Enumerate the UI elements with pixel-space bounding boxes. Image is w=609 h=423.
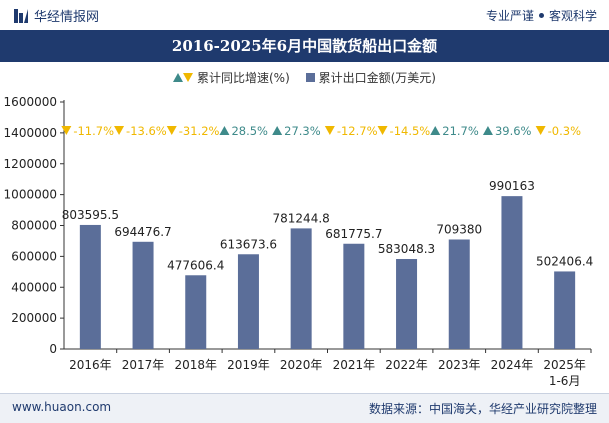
triangle-down-icon [183, 73, 193, 82]
top-bar: 华经情报网 专业严谨 客观科学 [0, 0, 609, 30]
bar-5 [343, 243, 365, 349]
growth-marker-8 [482, 126, 493, 135]
footer: www.huaon.com 数据来源：中国海关，华经产业研究院整理 [0, 393, 609, 423]
growth-label-2: -31.2% [179, 124, 220, 138]
growth-label-1: -13.6% [126, 124, 167, 138]
bar-value-label-1: 694476.7 [114, 225, 171, 239]
growth-marker-5 [324, 126, 335, 135]
bar-value-label-9: 502406.4 [536, 254, 593, 268]
chart-title: 2016-2025年6月中国散货船出口金额 [171, 37, 438, 55]
y-tick-label: 400000 [11, 280, 57, 294]
x-tick-label-3: 2019年 [227, 358, 270, 372]
bar-9 [554, 271, 576, 349]
tagline-1: 专业严谨 [485, 9, 534, 23]
y-tick-label: 1000000 [4, 188, 57, 202]
bar-value-label-2: 477606.4 [167, 258, 224, 272]
tagline: 专业严谨 客观科学 [486, 7, 597, 24]
y-tick-label: 1200000 [4, 157, 57, 171]
brand-logo-icon [14, 9, 28, 23]
x-tick-label-9: 1-6月 [549, 374, 581, 388]
bar-value-label-0: 803595.5 [62, 208, 119, 222]
triangle-up-icon [173, 73, 183, 82]
legend-item-growth: 累计同比增速(%) [173, 69, 290, 86]
bar-value-label-8: 990163 [489, 179, 535, 193]
y-tick-label: 1600000 [4, 95, 57, 109]
x-tick-label-4: 2020年 [280, 358, 323, 372]
bar-value-label-6: 583048.3 [378, 242, 435, 256]
legend-label-growth: 累计同比增速(%) [197, 71, 290, 85]
bar-value-label-4: 781244.8 [273, 211, 330, 225]
growth-marker-4 [272, 126, 283, 135]
growth-marker-1 [114, 126, 125, 135]
y-tick-label: 600000 [11, 249, 57, 263]
bar-chart: 0 200000 400000 600000 800000 1000000 1200000 1… [4, 95, 594, 388]
bar-1 [132, 241, 154, 349]
bar-7 [448, 239, 470, 349]
x-tick-label-9: 2025年 [543, 358, 586, 372]
brand-name: 华经情报网 [34, 10, 100, 25]
growth-label-8: 39.6% [495, 124, 532, 138]
legend-label-amount: 累计出口金额(万美元) [318, 71, 436, 85]
bar-3 [237, 254, 259, 349]
x-tick-label-5: 2021年 [333, 358, 376, 372]
x-tick-label-7: 2023年 [438, 358, 481, 372]
growth-label-4: 27.3% [284, 124, 321, 138]
bar-value-label-3: 613673.6 [220, 237, 277, 251]
growth-marker-3 [219, 126, 230, 135]
growth-marker-2 [166, 126, 177, 135]
growth-marker-9 [535, 126, 546, 135]
chart-legend: 累计同比增速(%) 累计出口金额(万美元) [0, 69, 609, 86]
x-tick-label-0: 2016年 [69, 358, 112, 372]
x-tick-label-8: 2024年 [491, 358, 534, 372]
growth-label-9: -0.3% [548, 124, 581, 138]
y-tick-label: 0 [49, 342, 57, 356]
growth-marker-7 [430, 126, 441, 135]
bar-0 [79, 224, 101, 349]
x-tick-label-6: 2022年 [385, 358, 428, 372]
y-tick-label: 200000 [11, 311, 57, 325]
growth-label-6: -14.5% [390, 124, 431, 138]
legend-item-amount: 累计出口金额(万美元) [305, 69, 436, 86]
growth-label-7: 21.7% [442, 124, 479, 138]
bar-4 [290, 228, 312, 349]
bar-value-label-7: 709380 [436, 222, 482, 236]
footer-website: www.huaon.com [12, 400, 112, 414]
growth-marker-0 [61, 126, 72, 135]
title-bar: 2016-2025年6月中国散货船出口金额 [0, 30, 609, 62]
growth-marker-6 [377, 126, 388, 135]
growth-label-0: -11.7% [73, 124, 114, 138]
footer-source: 数据来源：中国海关，华经产业研究院整理 [368, 402, 597, 416]
y-tick-label: 800000 [11, 219, 57, 233]
tagline-2: 客观科学 [548, 9, 597, 23]
growth-label-5: -12.7% [337, 124, 378, 138]
growth-label-3: 28.5% [231, 124, 268, 138]
x-tick-label-2: 2018年 [174, 358, 217, 372]
bullet-dot-icon [538, 13, 544, 18]
y-tick-label: 1400000 [4, 126, 57, 140]
bar-2 [185, 275, 207, 349]
brand: 华经情报网 [14, 6, 99, 25]
x-tick-label-1: 2017年 [122, 358, 165, 372]
bar-value-label-5: 681775.7 [325, 227, 382, 241]
bar-8 [501, 196, 523, 349]
bar-6 [396, 258, 418, 349]
legend-swatch-amount [305, 73, 315, 82]
